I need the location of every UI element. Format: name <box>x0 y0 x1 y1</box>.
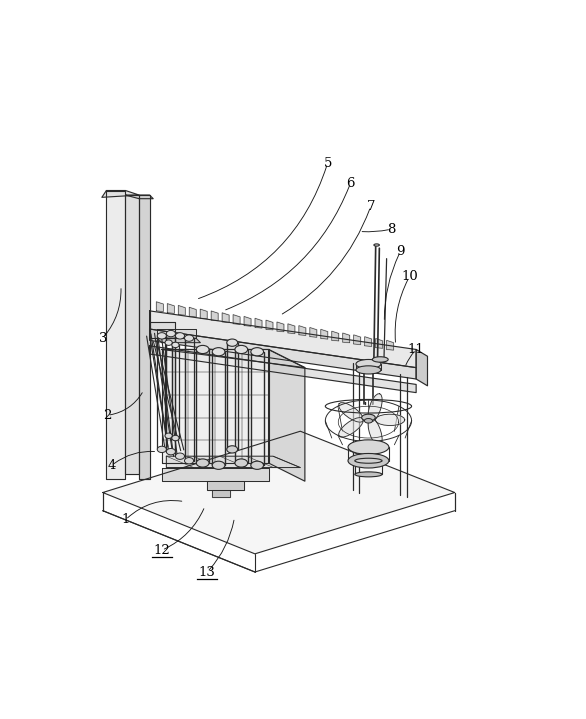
Ellipse shape <box>212 348 225 356</box>
Ellipse shape <box>166 449 175 455</box>
Text: 4: 4 <box>108 459 116 472</box>
Polygon shape <box>125 195 153 198</box>
Text: 8: 8 <box>387 223 396 236</box>
Ellipse shape <box>355 458 382 463</box>
Polygon shape <box>376 414 405 426</box>
Ellipse shape <box>196 459 209 467</box>
Polygon shape <box>339 403 363 422</box>
Polygon shape <box>376 339 383 348</box>
Polygon shape <box>222 313 229 323</box>
Ellipse shape <box>356 366 381 374</box>
Polygon shape <box>255 319 262 328</box>
Polygon shape <box>299 326 306 336</box>
Polygon shape <box>321 329 328 339</box>
Polygon shape <box>149 322 175 338</box>
Polygon shape <box>266 320 273 330</box>
Ellipse shape <box>172 342 179 348</box>
Text: 2: 2 <box>103 409 111 422</box>
Ellipse shape <box>235 345 248 354</box>
Polygon shape <box>343 333 350 343</box>
Polygon shape <box>149 329 416 379</box>
Polygon shape <box>288 324 295 334</box>
Ellipse shape <box>235 459 248 467</box>
Polygon shape <box>368 394 382 422</box>
Ellipse shape <box>356 360 381 369</box>
Polygon shape <box>125 195 139 475</box>
Ellipse shape <box>165 433 172 439</box>
Polygon shape <box>332 331 339 341</box>
Ellipse shape <box>374 244 379 246</box>
Ellipse shape <box>251 348 264 356</box>
Polygon shape <box>212 490 230 497</box>
Ellipse shape <box>362 414 375 421</box>
Ellipse shape <box>372 357 388 362</box>
Polygon shape <box>102 191 139 197</box>
Ellipse shape <box>227 446 238 453</box>
Polygon shape <box>339 418 363 437</box>
Ellipse shape <box>175 333 185 339</box>
Ellipse shape <box>196 345 209 354</box>
Polygon shape <box>364 336 372 347</box>
Ellipse shape <box>185 335 193 342</box>
Polygon shape <box>310 328 317 337</box>
Ellipse shape <box>185 457 193 464</box>
Ellipse shape <box>172 435 179 441</box>
Ellipse shape <box>157 333 166 339</box>
Ellipse shape <box>348 454 389 468</box>
Polygon shape <box>162 349 268 463</box>
Ellipse shape <box>175 453 185 459</box>
Ellipse shape <box>157 446 166 452</box>
Ellipse shape <box>227 339 238 347</box>
Text: 7: 7 <box>366 200 375 213</box>
Text: 10: 10 <box>401 270 418 283</box>
Text: 5: 5 <box>323 157 332 170</box>
Polygon shape <box>107 191 125 479</box>
Polygon shape <box>103 431 455 554</box>
Polygon shape <box>156 302 163 311</box>
Polygon shape <box>149 346 416 393</box>
Polygon shape <box>149 311 416 367</box>
Polygon shape <box>233 315 240 324</box>
Ellipse shape <box>355 472 382 477</box>
Polygon shape <box>162 467 268 481</box>
Polygon shape <box>207 481 244 490</box>
Polygon shape <box>356 364 381 370</box>
Text: 9: 9 <box>396 245 404 258</box>
Ellipse shape <box>348 440 389 454</box>
Text: 12: 12 <box>154 544 170 557</box>
Polygon shape <box>368 418 382 446</box>
Polygon shape <box>416 349 427 386</box>
Polygon shape <box>162 349 305 367</box>
Text: 1: 1 <box>121 513 130 526</box>
Text: 13: 13 <box>199 566 216 579</box>
Polygon shape <box>178 306 185 315</box>
Ellipse shape <box>364 418 373 423</box>
Polygon shape <box>200 309 207 319</box>
Polygon shape <box>157 338 200 343</box>
Ellipse shape <box>166 331 175 336</box>
Polygon shape <box>189 307 196 317</box>
Ellipse shape <box>251 461 264 470</box>
Polygon shape <box>354 335 360 344</box>
Polygon shape <box>244 316 251 326</box>
Ellipse shape <box>212 461 225 470</box>
Polygon shape <box>387 340 394 350</box>
Polygon shape <box>211 311 218 321</box>
Polygon shape <box>139 195 149 479</box>
Polygon shape <box>268 349 305 481</box>
Polygon shape <box>157 329 196 338</box>
Text: 3: 3 <box>98 331 107 344</box>
Polygon shape <box>166 456 300 467</box>
Text: 6: 6 <box>346 177 355 191</box>
Polygon shape <box>277 322 284 331</box>
Ellipse shape <box>165 340 172 345</box>
Text: 11: 11 <box>408 343 424 356</box>
Polygon shape <box>168 303 174 313</box>
